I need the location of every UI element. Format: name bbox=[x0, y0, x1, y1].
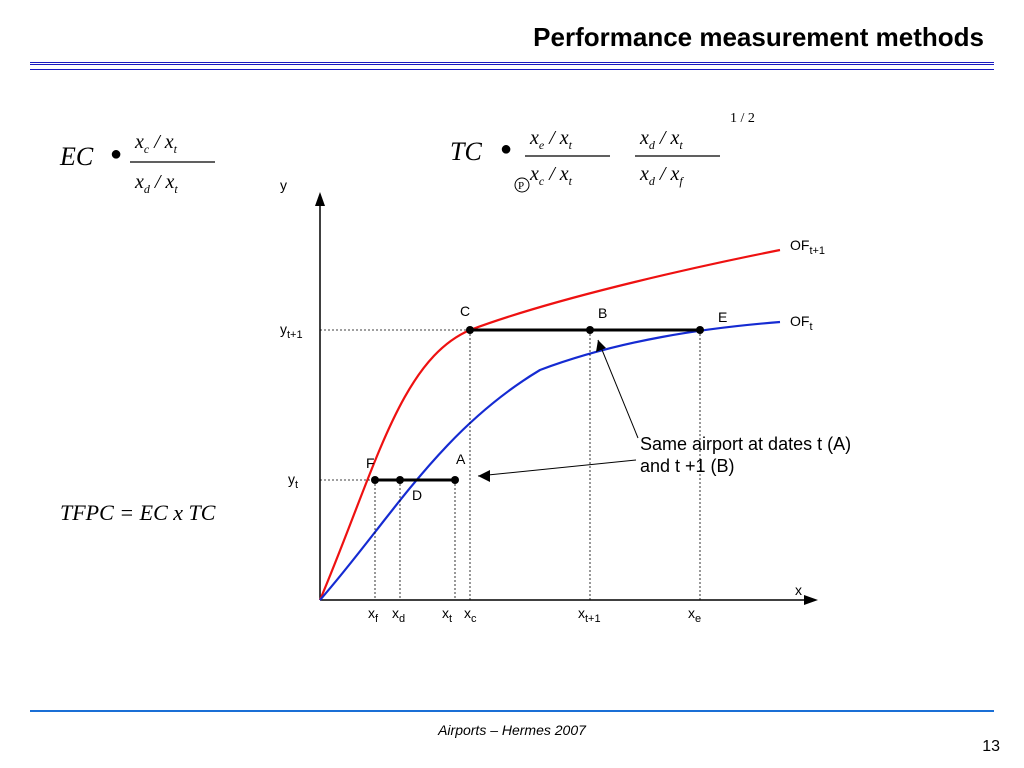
svg-text:A: A bbox=[456, 451, 466, 467]
svg-text:Same airport at dates t (A): Same airport at dates t (A) bbox=[640, 434, 851, 454]
svg-text:and t +1 (B): and t +1 (B) bbox=[640, 456, 735, 476]
svg-text:xd: xd bbox=[392, 605, 405, 625]
label-of-t: OFt bbox=[790, 313, 813, 333]
tfpc-formula: TFPC = EC x TC bbox=[60, 500, 216, 525]
svg-text:xd / xt: xd / xt bbox=[134, 171, 178, 196]
chart-svg: EC ● xc / xt xd / xt TC ● bbox=[40, 100, 980, 660]
axes: y x bbox=[280, 177, 818, 605]
svg-text:xt: xt bbox=[442, 605, 452, 625]
tc-formula: TC ● xe / xt xc / xt xd / xt xd / xf bbox=[450, 111, 755, 192]
frontier-t-plus-1 bbox=[320, 250, 780, 600]
svg-text:P: P bbox=[518, 180, 524, 192]
tc-exponent: 1 / 2 bbox=[730, 111, 755, 126]
svg-text:xd / xf: xd / xf bbox=[639, 163, 684, 188]
x-axis-label: x bbox=[795, 582, 802, 598]
ytick-yt: yt bbox=[288, 471, 298, 491]
ec-bullet: ● bbox=[110, 143, 122, 165]
ec-label: EC bbox=[59, 142, 94, 171]
svg-text:D: D bbox=[412, 487, 422, 503]
svg-text:xf: xf bbox=[368, 605, 379, 625]
footer-text: Airports – Hermes 2007 bbox=[0, 722, 1024, 738]
ytick-yt1: yt+1 bbox=[280, 321, 303, 341]
ec-formula: EC ● xc / xt xd / xt bbox=[59, 131, 215, 196]
tc-bullet: ● bbox=[500, 138, 512, 160]
page-number: 13 bbox=[982, 738, 1000, 756]
svg-text:xt+1: xt+1 bbox=[578, 605, 601, 625]
svg-text:C: C bbox=[460, 303, 470, 319]
tc-label: TC bbox=[450, 137, 482, 166]
bottom-divider bbox=[30, 710, 994, 712]
svg-text:xc / xt: xc / xt bbox=[134, 131, 178, 156]
svg-text:xe / xt: xe / xt bbox=[529, 127, 573, 152]
top-divider bbox=[30, 62, 994, 65]
svg-text:xc: xc bbox=[464, 605, 477, 625]
annotation: Same airport at dates t (A) and t +1 (B) bbox=[478, 340, 851, 482]
svg-text:B: B bbox=[598, 305, 607, 321]
label-of-t1: OFt+1 bbox=[790, 237, 825, 257]
svg-text:xd / xt: xd / xt bbox=[639, 127, 683, 152]
chart-area: EC ● xc / xt xd / xt TC ● bbox=[40, 100, 980, 660]
y-axis-label: y bbox=[280, 177, 287, 193]
svg-text:xc / xt: xc / xt bbox=[529, 163, 573, 188]
svg-text:E: E bbox=[718, 309, 727, 325]
page-title: Performance measurement methods bbox=[533, 22, 984, 53]
svg-text:xe: xe bbox=[688, 605, 701, 625]
svg-text:F: F bbox=[366, 455, 375, 471]
